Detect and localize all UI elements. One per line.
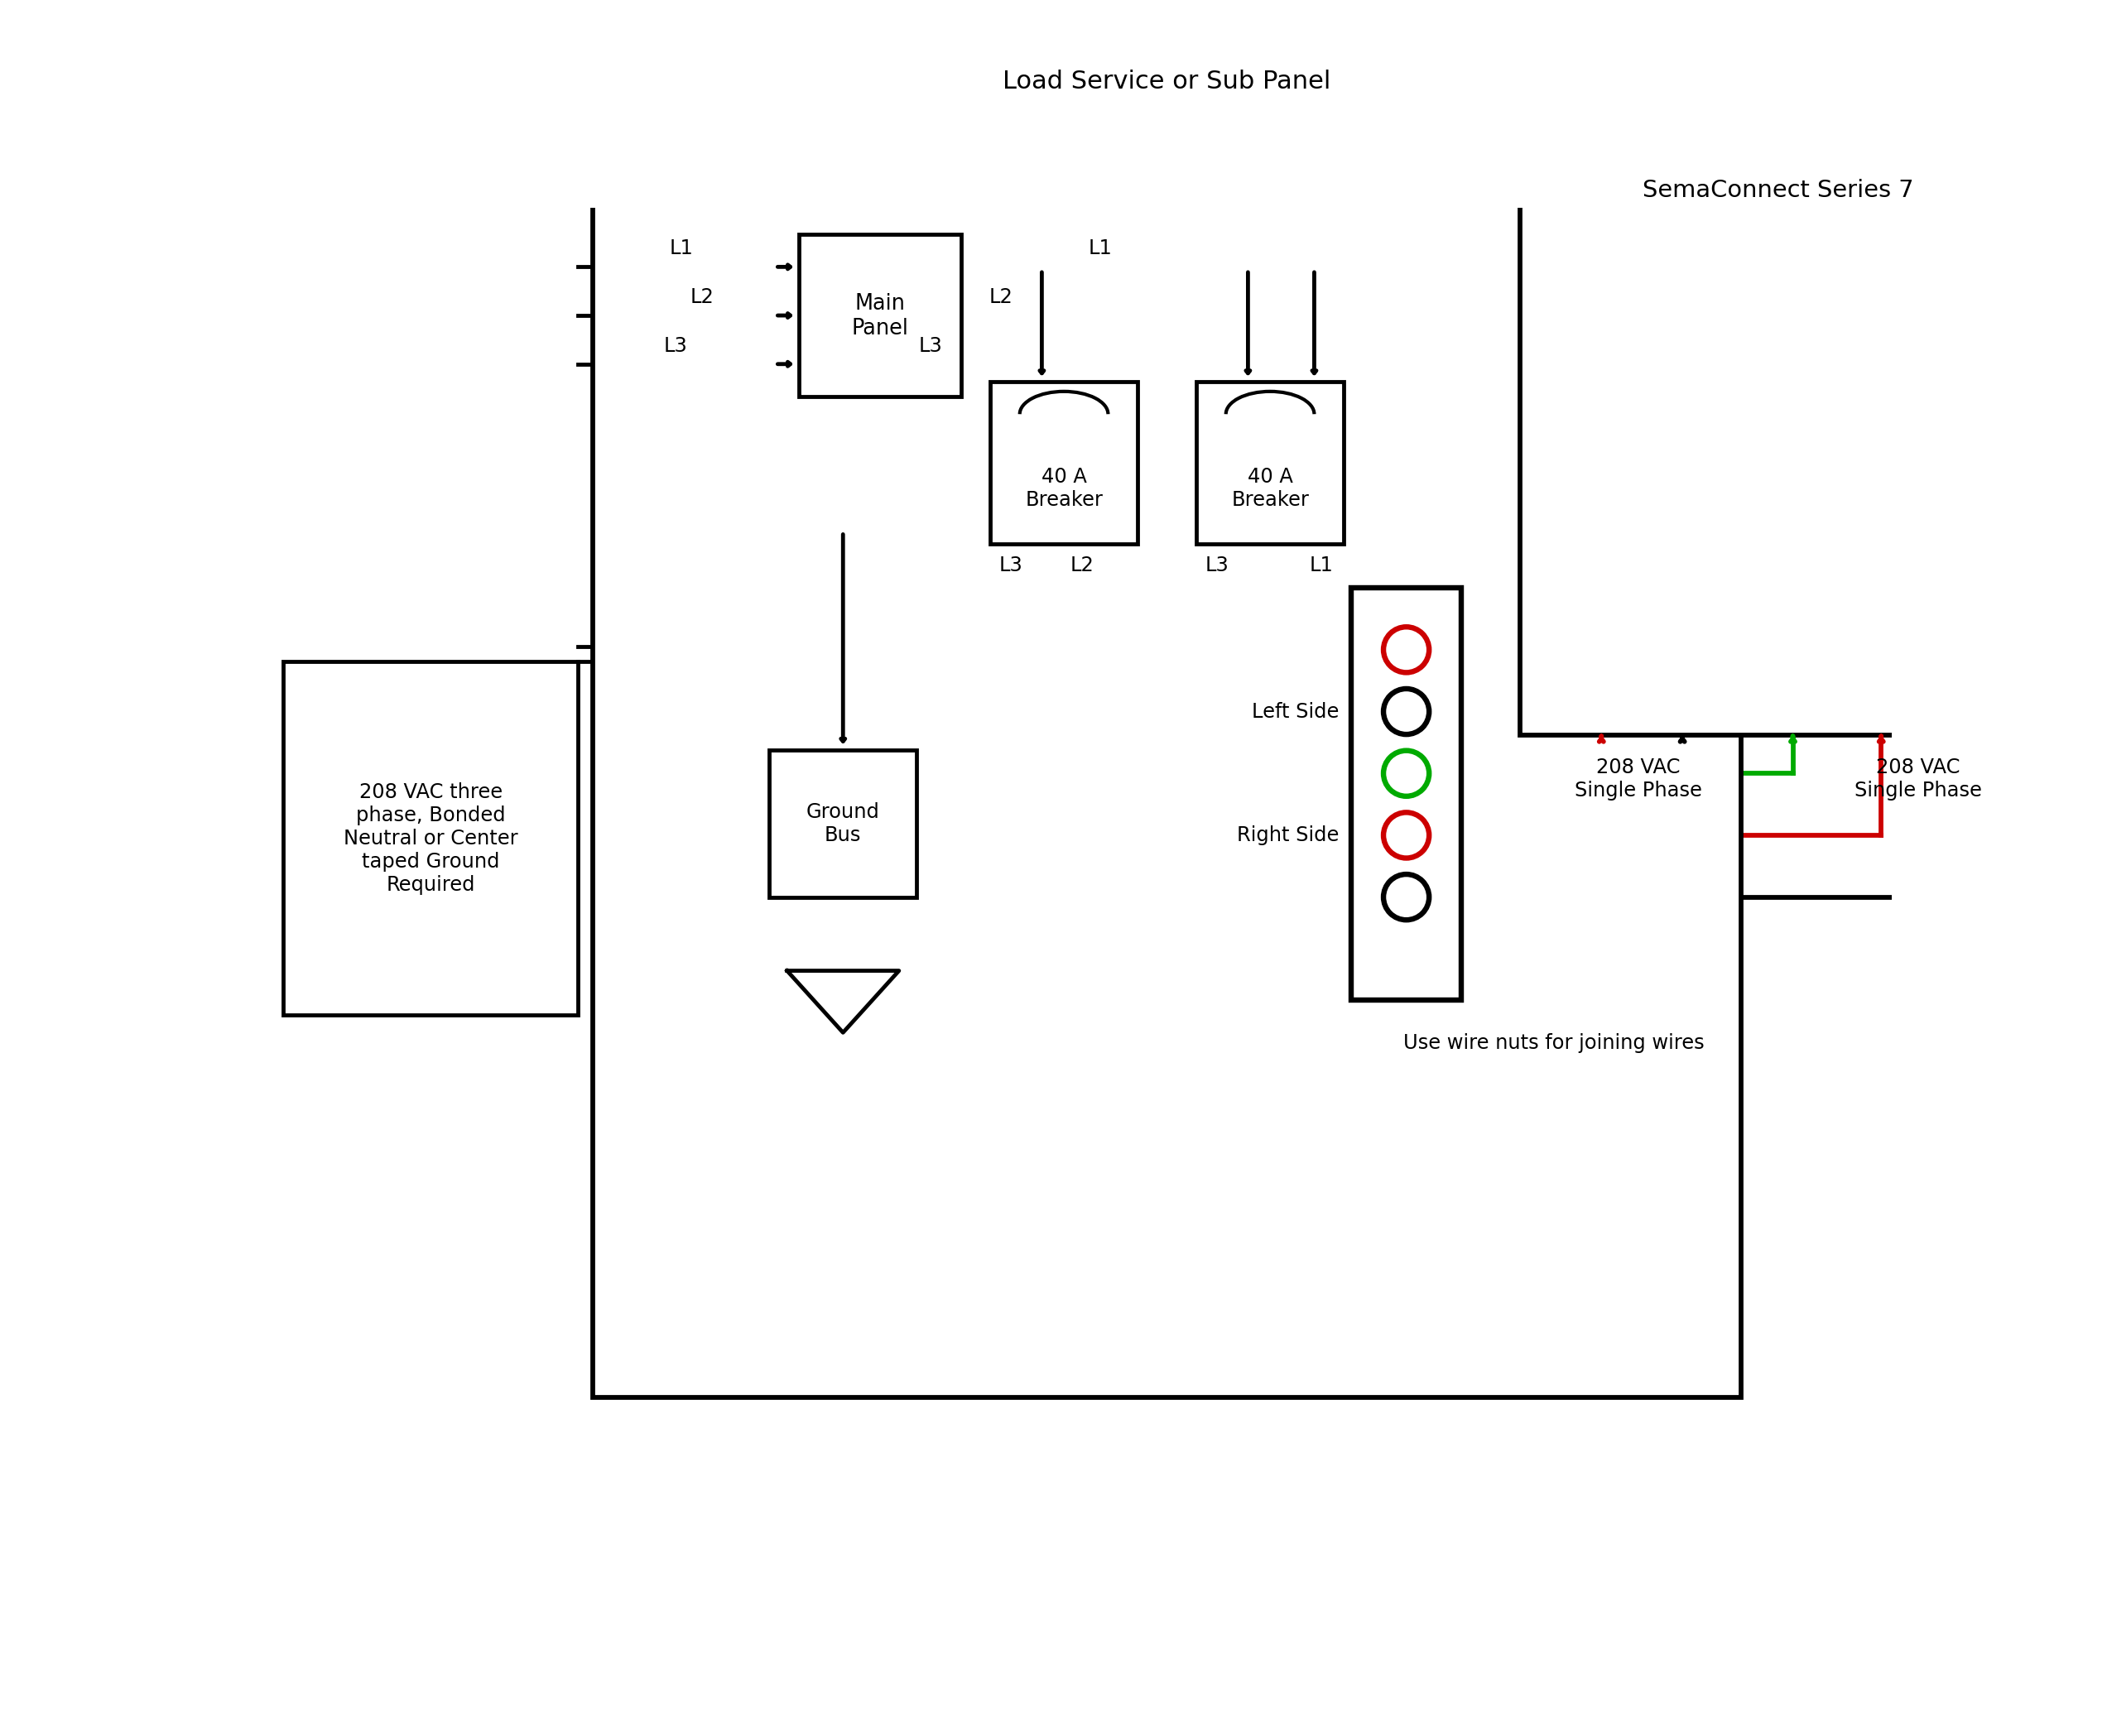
Text: Ground
Bus: Ground Bus — [807, 802, 879, 845]
Bar — [1197, 382, 1344, 543]
Text: L1: L1 — [1311, 556, 1334, 576]
Text: L2: L2 — [1070, 556, 1094, 576]
Bar — [769, 750, 917, 898]
Bar — [799, 234, 961, 398]
Text: 40 A
Breaker: 40 A Breaker — [1230, 467, 1308, 509]
Text: Left Side: Left Side — [1252, 701, 1338, 722]
Bar — [1351, 589, 1460, 1000]
Text: L2: L2 — [689, 286, 714, 307]
Text: L1: L1 — [1089, 238, 1112, 259]
Text: L1: L1 — [668, 238, 693, 259]
Text: Use wire nuts for joining wires: Use wire nuts for joining wires — [1403, 1033, 1705, 1052]
Bar — [592, 43, 1740, 1397]
Text: L3: L3 — [664, 335, 687, 356]
Text: Main
Panel: Main Panel — [851, 293, 908, 339]
Text: L3: L3 — [1205, 556, 1228, 576]
Bar — [1519, 146, 2035, 736]
Text: L3: L3 — [919, 335, 942, 356]
Text: 40 A
Breaker: 40 A Breaker — [1024, 467, 1102, 509]
Text: Load Service or Sub Panel: Load Service or Sub Panel — [1003, 69, 1332, 94]
Bar — [990, 382, 1138, 543]
Text: L3: L3 — [999, 556, 1022, 576]
Text: L2: L2 — [988, 286, 1013, 307]
Bar — [282, 661, 577, 1016]
Text: 208 VAC three
phase, Bonded
Neutral or Center
taped Ground
Required: 208 VAC three phase, Bonded Neutral or C… — [343, 783, 518, 894]
Text: 208 VAC
Single Phase: 208 VAC Single Phase — [1854, 757, 1981, 800]
Text: 208 VAC
Single Phase: 208 VAC Single Phase — [1574, 757, 1702, 800]
Text: SemaConnect Series 7: SemaConnect Series 7 — [1641, 179, 1913, 201]
Text: Right Side: Right Side — [1237, 826, 1338, 845]
